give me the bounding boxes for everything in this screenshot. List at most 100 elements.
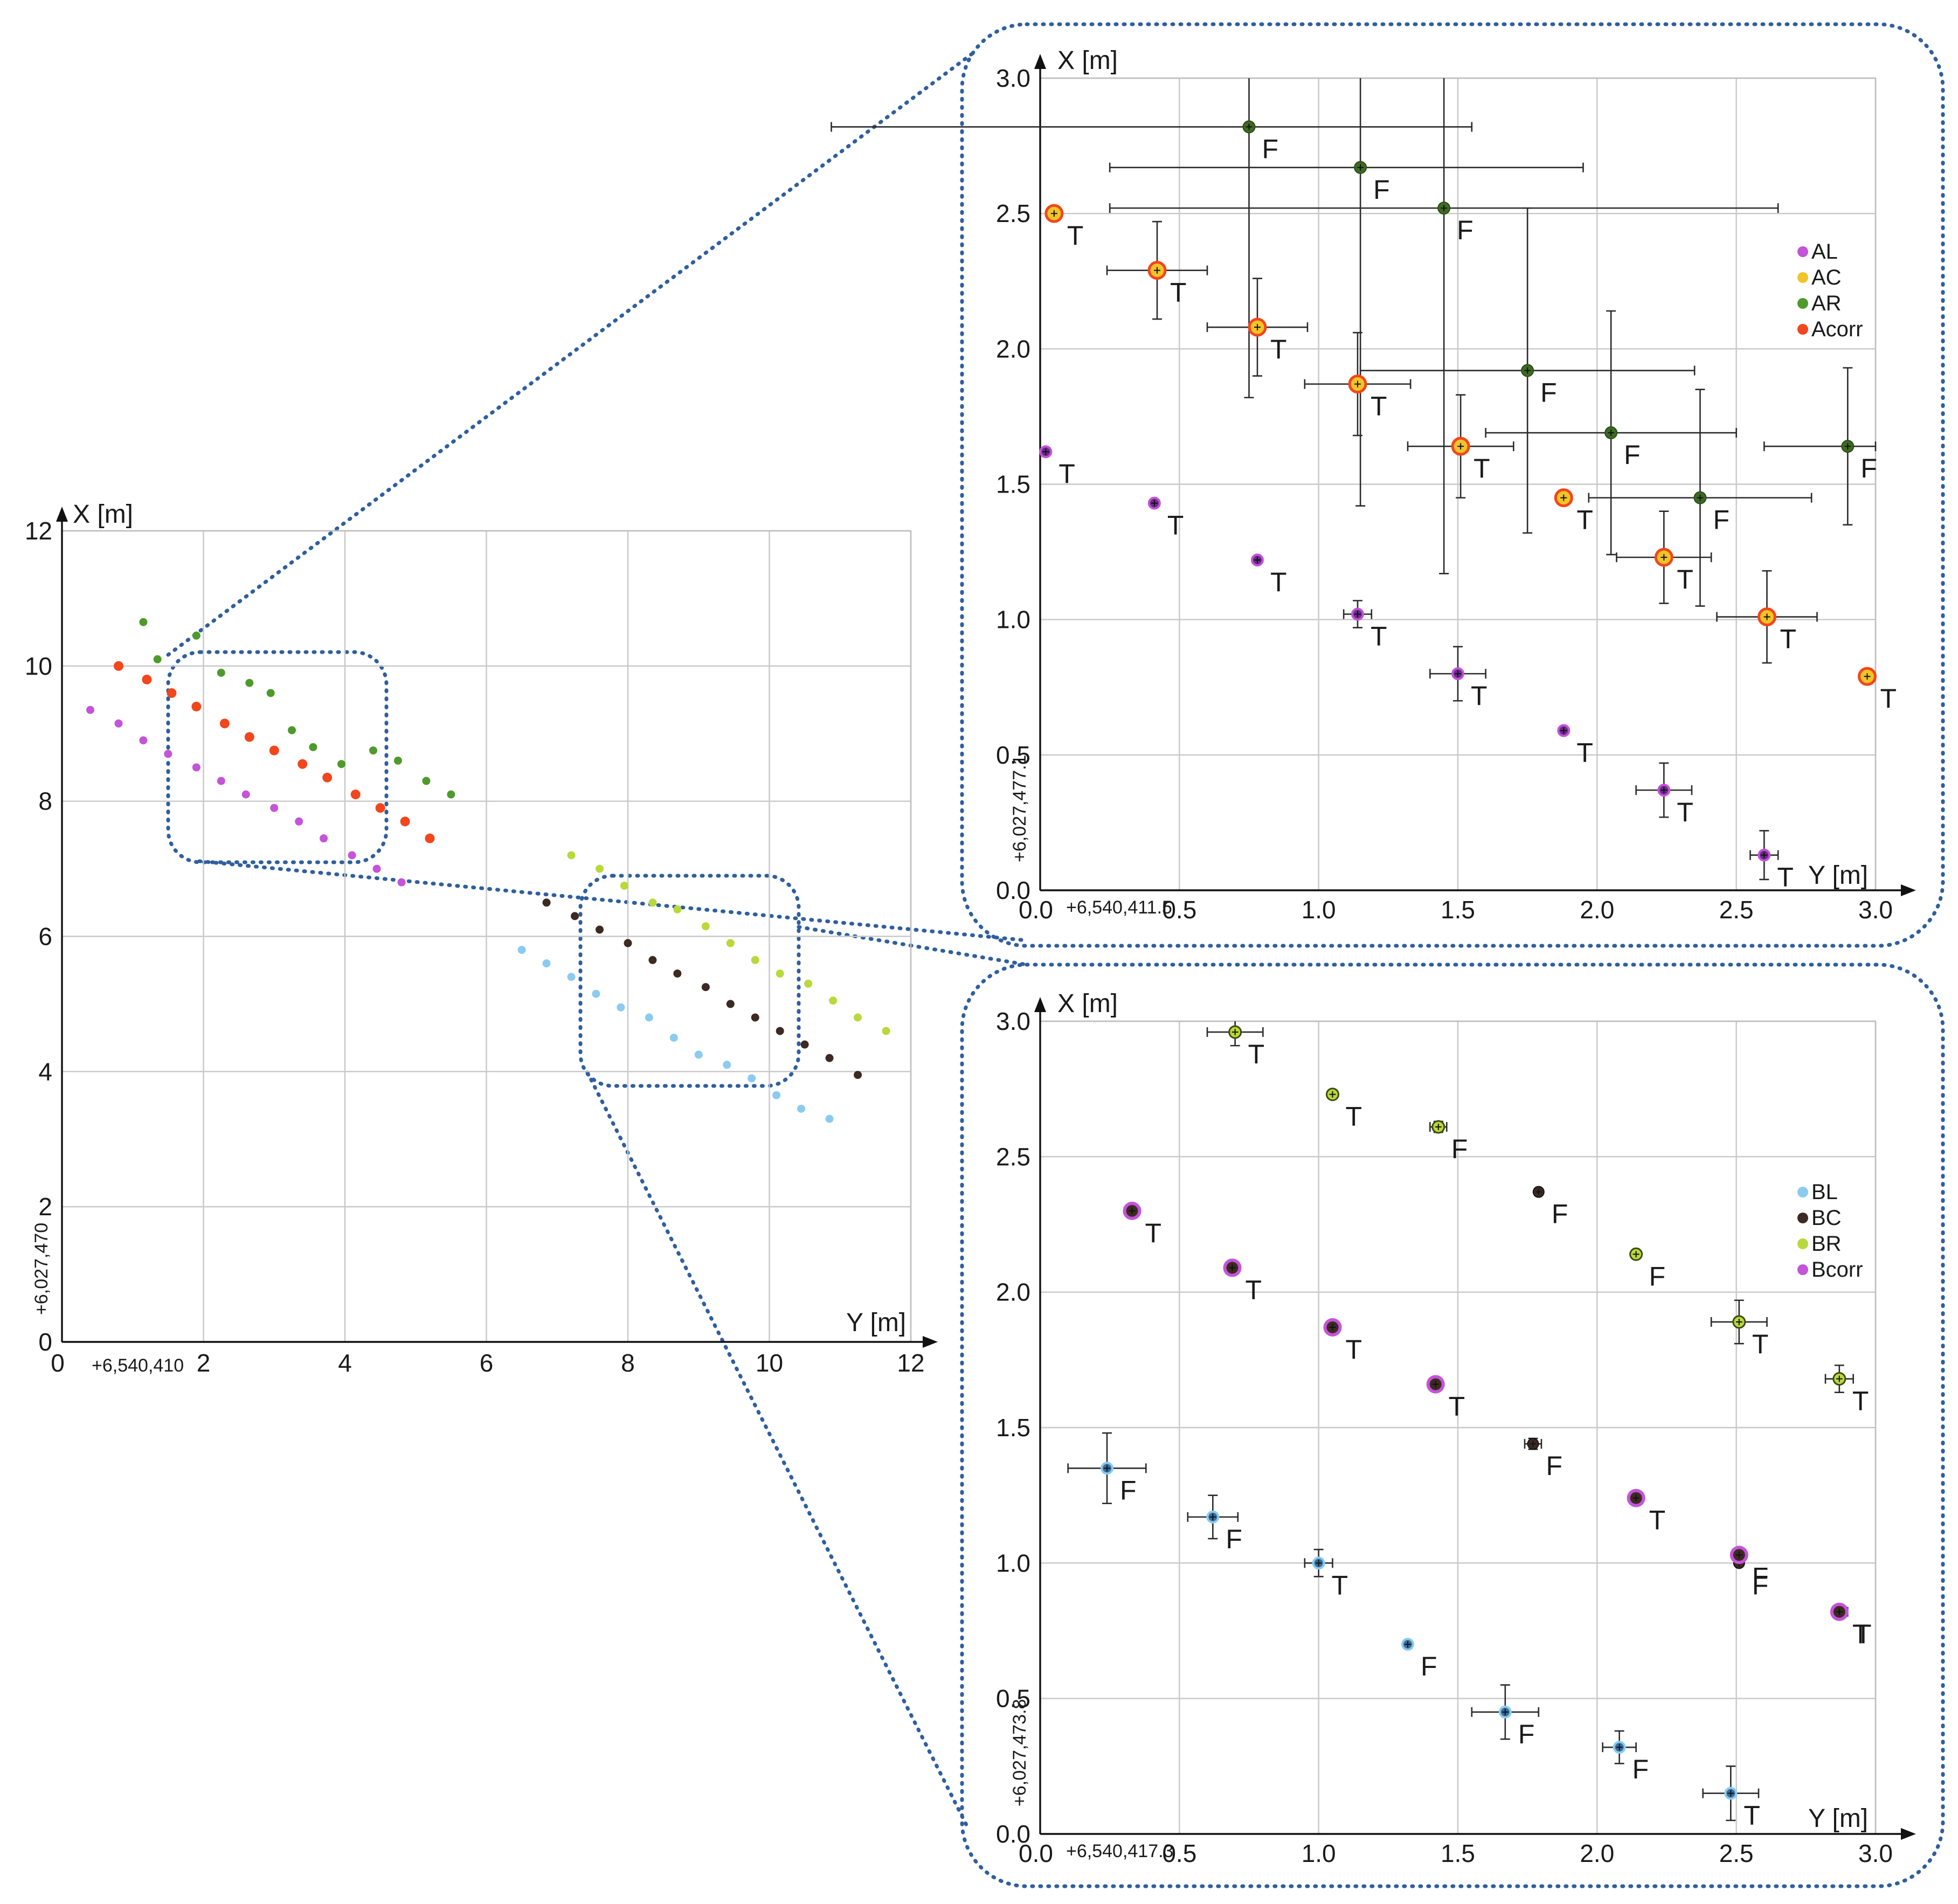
zoom-a-ylabel: X [m] (1057, 46, 1118, 75)
zoom-a-point-label: T (1067, 220, 1084, 251)
zoom-b-legend-marker-BL (1797, 1187, 1808, 1197)
zoom-b-legend-marker-BC (1797, 1213, 1808, 1223)
zoom-a-x-offset: +6,540,411.5 (1066, 897, 1172, 918)
zoom-a-frame (960, 22, 1945, 948)
zoom-b-x-offset: +6,540,417.3 (1066, 1841, 1173, 1861)
zoom-a-point-label: T (1576, 738, 1593, 768)
overview-point-BC (800, 1040, 809, 1049)
zoom-a-point-label: T (1880, 683, 1897, 714)
overview-point-BL (617, 1003, 625, 1012)
zoom-b-point-label: F (1752, 1570, 1769, 1600)
overview-point-Acorr (167, 688, 177, 698)
overview-point-AL (164, 750, 172, 758)
overview-point-AR (266, 689, 275, 697)
zoom-b-xtick-label: 1.5 (1441, 1839, 1475, 1867)
zoom-a-point-label: T (1371, 621, 1387, 652)
zoom-a-point-label: F (1457, 215, 1473, 245)
zoom-a-ytick-label: 3.0 (996, 64, 1030, 92)
zoom-b-point-label: F (1226, 1524, 1242, 1554)
overview-ytick-label: 10 (25, 652, 52, 680)
overview-ticks: 00 2 2 4 4 6 6 8 8 10 10 12 12 (25, 517, 925, 1377)
overview-x-offset: +6,540,410 (92, 1355, 184, 1376)
zoom-b-y-arrow (1034, 997, 1046, 1012)
overview-ytick-label: 4 (38, 1057, 52, 1085)
zoom-b-xtick-label: 2.5 (1719, 1839, 1754, 1867)
overview-point-BC (596, 925, 604, 934)
overview-point-BC (751, 1013, 759, 1022)
zoom-a-point-label: F (1540, 378, 1557, 408)
zoom-b-ytick-label: 1.5 (996, 1414, 1030, 1442)
overview-point-AL (270, 804, 279, 812)
zoom-a-point-label: F (1713, 505, 1730, 535)
overview-point-BC (854, 1071, 862, 1079)
zoom-b-point-label: T (1449, 1391, 1465, 1422)
overview-point-Acorr (400, 816, 410, 827)
overview-point-AL (320, 834, 328, 843)
overview-point-BL (723, 1061, 731, 1069)
zoom-a-point-label: T (1473, 453, 1490, 483)
chart-zoom-a: 0.00.0 0.5 0.5 1.0 1.0 1.5 1.5 2.0 2.0 2.5 2.5 3.0 3… (831, 46, 1916, 924)
zoom-a-legend-label-Acorr: Acorr (1811, 317, 1863, 341)
overview-axes (56, 507, 938, 1348)
zoom-b-point-label: T (1649, 1505, 1666, 1535)
overview-point-AL (397, 878, 406, 887)
zoom-a-xtick-label: 0.5 (1162, 896, 1196, 924)
zoom-a-xtick-label: 1.5 (1441, 896, 1475, 924)
overview-y-offset: +6,027,470 (31, 1223, 52, 1315)
overview-point-BR (751, 956, 759, 964)
overview-point-BL (669, 1034, 678, 1042)
zoom-b-point-label: T (1743, 1801, 1760, 1831)
zoom-b-point-label: T (1346, 1334, 1362, 1365)
overview-ytick-label: 6 (38, 923, 52, 951)
zoom-b-point-label: F (1552, 1199, 1568, 1229)
overview-point-BR (882, 1027, 890, 1035)
zoom-a-xtick-label: 0.0 (1019, 896, 1053, 924)
zoom-b-ytick-label: 2.5 (996, 1143, 1030, 1171)
zoom-a-point-label: T (1270, 334, 1287, 364)
overview-point-BR (776, 969, 784, 978)
overview-point-Acorr (322, 772, 333, 783)
overview-ytick-label: 12 (25, 517, 52, 545)
overview-point-AR (309, 743, 317, 751)
zoom-b-point-label: F (1518, 1719, 1535, 1749)
zoom-a-point-label: T (1780, 624, 1797, 654)
zoom-a-point-label: T (1471, 681, 1487, 711)
overview-xlabel: Y [m] (846, 1308, 906, 1337)
overview-point-BL (567, 973, 576, 981)
overview-point-BC (648, 956, 657, 964)
overview-point-BC (701, 983, 710, 992)
zoom-b-ytick-label: 3.0 (996, 1007, 1030, 1035)
zoom-b-ticks: 0.00.0 0.5 0.5 1.0 1.0 1.5 1.5 2.0 2.0 2.5 2.5 3.0 3… (996, 1007, 1893, 1867)
overview-xtick-label: 4 (338, 1349, 352, 1377)
zoom-a-point-label: T (1058, 459, 1075, 489)
zoom-a-xtick-label: 2.5 (1719, 896, 1754, 924)
overview-y-arrow (56, 507, 68, 522)
overview-point-BL (772, 1091, 781, 1099)
zoom-b-point-label: T (1332, 1570, 1348, 1600)
zoom-a-point-label: T (1170, 278, 1187, 308)
overview-point-BL (825, 1114, 834, 1123)
overview-point-BR (567, 851, 576, 860)
zoom-b-point-label: F (1546, 1451, 1563, 1481)
connector-b-bottom (585, 1070, 970, 1829)
zoom-a-xtick-label: 1.0 (1302, 896, 1336, 924)
overview-point-Acorr (191, 702, 202, 712)
zoom-b-point-label: T (1248, 1039, 1265, 1069)
zoom-a-legend-label-AR: AR (1811, 292, 1842, 315)
zoom-b-xtick-label: 2.0 (1580, 1839, 1614, 1867)
connector-a-bottom (197, 859, 1029, 943)
chart-zoom-b: 0.00.0 0.5 0.5 1.0 1.0 1.5 1.5 2.0 2.0 2.5 2.5 3.0 3… (996, 989, 1916, 1867)
zoom-frames (166, 22, 1945, 1888)
zoom-b-xtick-label: 1.0 (1302, 1839, 1336, 1867)
overview-point-BL (592, 989, 600, 998)
zoom-a-legend-label-AC: AC (1811, 266, 1842, 289)
overview-point-BL (645, 1013, 653, 1022)
overview-point-BR (804, 979, 813, 988)
overview-point-AL (372, 864, 381, 873)
zoom-a-legend-marker-AL (1797, 246, 1808, 257)
zoom-a-y-arrow (1034, 54, 1046, 69)
overview-point-AL (348, 851, 356, 860)
overview-xtick-label: 2 (197, 1349, 211, 1377)
zoom-a-point-label: T (1371, 391, 1387, 421)
